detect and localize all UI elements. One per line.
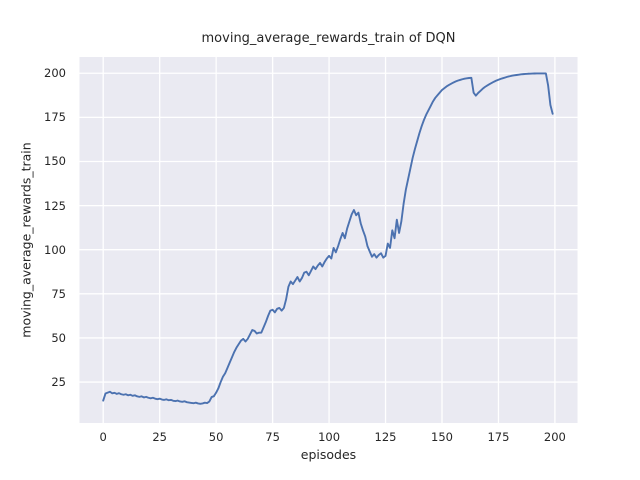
x-tick-label: 100 [318,430,341,444]
y-axis-label: moving_average_rewards_train [18,142,34,338]
x-tick-label: 175 [487,430,510,444]
y-tick-label: 25 [51,375,66,390]
x-tick-label: 200 [543,430,566,444]
y-tick-label: 200 [44,66,66,81]
y-tick-label: 125 [44,198,66,213]
x-tick-label: 150 [431,430,453,444]
x-tick-label: 75 [265,430,280,444]
y-tick-label: 175 [44,110,66,125]
y-tick-label: 75 [51,286,66,301]
chart-title: moving_average_rewards_train of DQN [201,31,456,46]
y-tick-label: 150 [44,154,66,169]
x-tick-label: 125 [374,430,397,444]
x-tick-label: 0 [99,430,107,444]
y-tick-label: 100 [44,242,66,257]
line-series [102,72,554,405]
x-tick-label: 50 [208,430,224,444]
y-tick-label: 50 [51,330,66,345]
x-axis-label: episodes [300,447,357,462]
x-tick-label: 25 [152,430,167,444]
